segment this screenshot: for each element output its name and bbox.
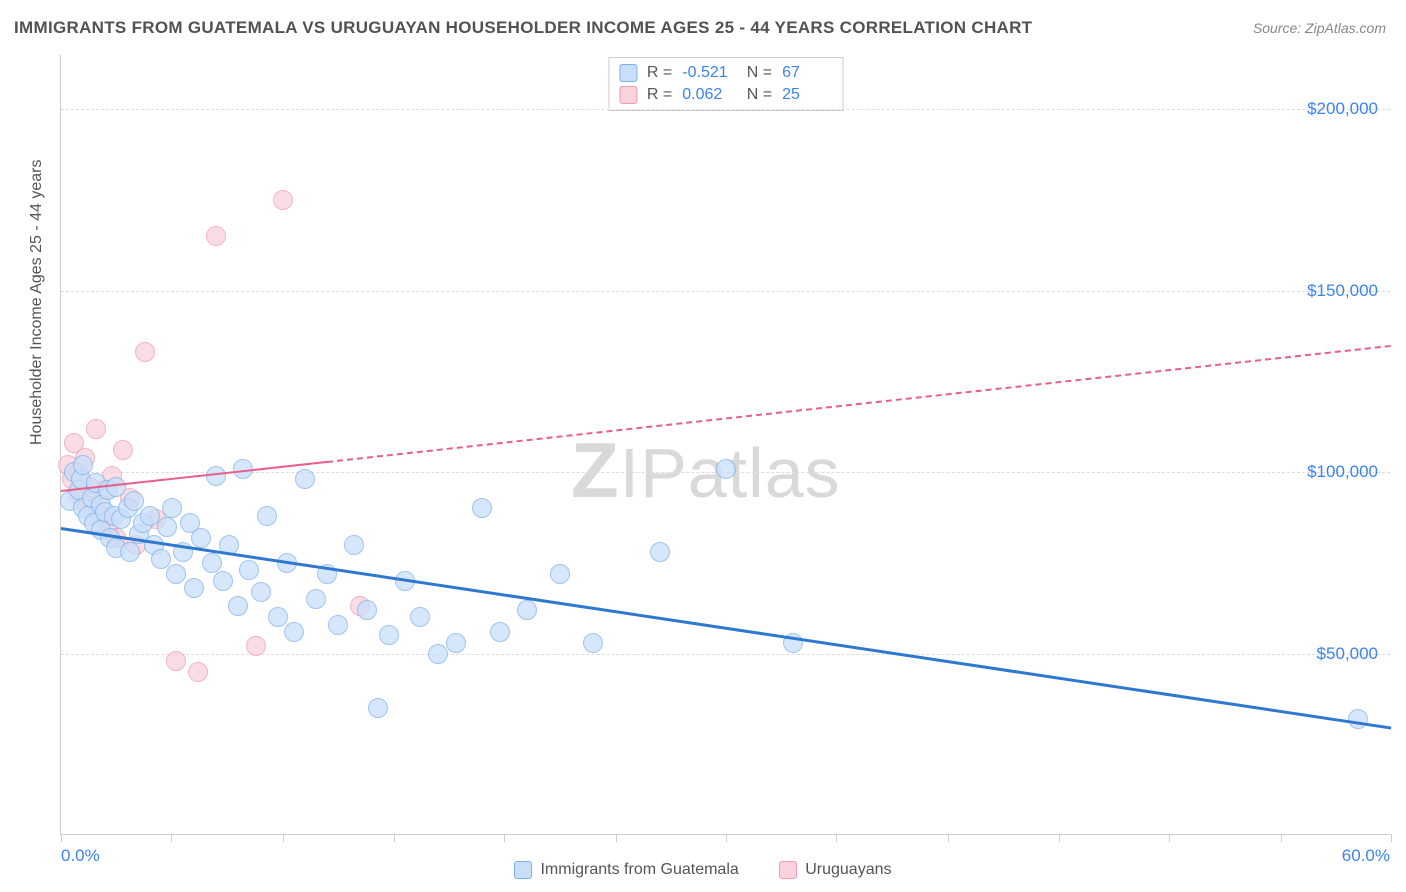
- scatter-point: [650, 542, 670, 562]
- x-tick: [726, 834, 727, 842]
- y-tick-label: $200,000: [1307, 99, 1378, 119]
- correlation-stats-box: R = -0.521 N = 67 R = 0.062 N = 25: [608, 57, 843, 111]
- source-attribution: Source: ZipAtlas.com: [1253, 20, 1386, 36]
- x-tick: [61, 834, 62, 842]
- legend: Immigrants from Guatemala Uruguayans: [0, 861, 1406, 884]
- legend-label-b: Uruguayans: [805, 861, 891, 879]
- stats-n-label: N =: [742, 62, 772, 84]
- scatter-point: [357, 600, 377, 620]
- legend-label-a: Immigrants from Guatemala: [540, 861, 738, 879]
- scatter-point: [306, 589, 326, 609]
- chart-title: IMMIGRANTS FROM GUATEMALA VS URUGUAYAN H…: [14, 18, 1032, 38]
- x-tick: [616, 834, 617, 842]
- scatter-point: [716, 459, 736, 479]
- scatter-point: [188, 662, 208, 682]
- x-tick: [1059, 834, 1060, 842]
- grid-line: [61, 109, 1390, 110]
- scatter-point: [162, 498, 182, 518]
- scatter-point: [239, 560, 259, 580]
- scatter-point: [490, 622, 510, 642]
- swatch-series-b: [619, 86, 637, 104]
- swatch-series-a: [619, 64, 637, 82]
- scatter-point: [368, 698, 388, 718]
- scatter-point: [184, 578, 204, 598]
- scatter-point: [550, 564, 570, 584]
- scatter-point: [140, 506, 160, 526]
- x-tick: [283, 834, 284, 842]
- scatter-point: [1348, 709, 1368, 729]
- stats-r-value-b: 0.062: [682, 84, 732, 106]
- scatter-point: [113, 440, 133, 460]
- scatter-point: [517, 600, 537, 620]
- stats-n-value-b: 25: [782, 84, 832, 106]
- scatter-point: [206, 226, 226, 246]
- scatter-point: [472, 498, 492, 518]
- x-tick: [1281, 834, 1282, 842]
- scatter-point: [166, 651, 186, 671]
- scatter-point: [583, 633, 603, 653]
- stats-row-series-b: R = 0.062 N = 25: [619, 84, 832, 106]
- stats-n-value-a: 67: [782, 62, 832, 84]
- x-tick: [171, 834, 172, 842]
- stats-row-series-a: R = -0.521 N = 67: [619, 62, 832, 84]
- scatter-point: [213, 571, 233, 591]
- scatter-point: [73, 455, 93, 475]
- stats-r-label: R =: [647, 62, 672, 84]
- scatter-point: [246, 636, 266, 656]
- x-tick: [394, 834, 395, 842]
- legend-item-a: Immigrants from Guatemala: [514, 861, 738, 879]
- y-tick-label: $150,000: [1307, 281, 1378, 301]
- legend-swatch-b: [779, 861, 797, 879]
- y-tick-label: $100,000: [1307, 462, 1378, 482]
- scatter-point: [273, 190, 293, 210]
- scatter-point: [166, 564, 186, 584]
- x-tick: [948, 834, 949, 842]
- x-tick: [504, 834, 505, 842]
- x-tick: [836, 834, 837, 842]
- stats-r-value-a: -0.521: [682, 62, 732, 84]
- legend-item-b: Uruguayans: [779, 861, 891, 879]
- scatter-point: [344, 535, 364, 555]
- scatter-point: [410, 607, 430, 627]
- scatter-point: [228, 596, 248, 616]
- stats-r-label: R =: [647, 84, 672, 106]
- scatter-point: [135, 342, 155, 362]
- scatter-point: [328, 615, 348, 635]
- chart-container: IMMIGRANTS FROM GUATEMALA VS URUGUAYAN H…: [0, 0, 1406, 892]
- watermark: ZIPatlas: [571, 425, 841, 516]
- y-axis-title: Householder Income Ages 25 - 44 years: [28, 160, 46, 446]
- trend-line: [61, 527, 1391, 730]
- scatter-point: [202, 553, 222, 573]
- scatter-point: [251, 582, 271, 602]
- plot-area: ZIPatlas R = -0.521 N = 67 R = 0.062 N =…: [60, 55, 1390, 835]
- scatter-point: [284, 622, 304, 642]
- trend-line: [327, 345, 1391, 463]
- y-tick-label: $50,000: [1317, 644, 1378, 664]
- x-tick: [1391, 834, 1392, 842]
- scatter-point: [446, 633, 466, 653]
- grid-line: [61, 291, 1390, 292]
- scatter-point: [379, 625, 399, 645]
- stats-n-label: N =: [742, 84, 772, 106]
- scatter-point: [295, 469, 315, 489]
- legend-swatch-a: [514, 861, 532, 879]
- scatter-point: [191, 528, 211, 548]
- scatter-point: [257, 506, 277, 526]
- scatter-point: [120, 542, 140, 562]
- scatter-point: [428, 644, 448, 664]
- x-tick: [1169, 834, 1170, 842]
- scatter-point: [86, 419, 106, 439]
- scatter-point: [157, 517, 177, 537]
